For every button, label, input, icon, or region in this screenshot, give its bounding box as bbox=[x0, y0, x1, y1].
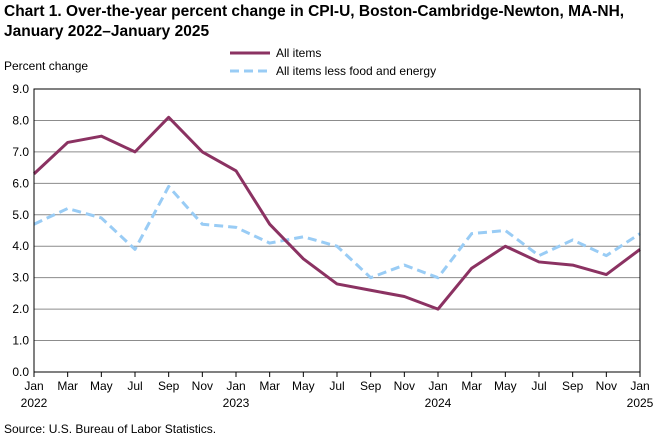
legend-label: All items less food and energy bbox=[276, 64, 436, 78]
x-tick-label: Nov bbox=[596, 379, 617, 393]
x-tick-label: Sep bbox=[562, 379, 584, 393]
x-tick-label: Nov bbox=[192, 379, 213, 393]
legend-label: All items bbox=[276, 46, 321, 60]
y-tick-label: 7.0 bbox=[12, 145, 29, 159]
x-tick-label: May bbox=[292, 379, 315, 393]
x-tick-label: Mar bbox=[57, 379, 78, 393]
x-tick-label: Jul bbox=[127, 379, 142, 393]
gridlines bbox=[34, 119, 640, 342]
y-tick-label: 5.0 bbox=[12, 208, 29, 222]
x-tick-year-label: 2025 bbox=[627, 396, 654, 410]
source-note: Source: U.S. Bureau of Labor Statistics. bbox=[4, 422, 217, 436]
y-axis-label: Percent change bbox=[4, 59, 89, 73]
y-tick-label: 3.0 bbox=[12, 271, 29, 285]
x-tick-label: May bbox=[494, 379, 517, 393]
y-tick-label: 8.0 bbox=[12, 113, 29, 127]
series-lines bbox=[32, 115, 641, 311]
plot-area-frame bbox=[33, 88, 641, 373]
x-tick-label: Jan bbox=[428, 379, 447, 393]
y-tick-label: 6.0 bbox=[12, 176, 29, 190]
y-tick-label: 0.0 bbox=[12, 365, 29, 379]
series-line-less-food-energy bbox=[33, 184, 641, 280]
x-tick-label: Jan bbox=[24, 379, 43, 393]
x-tick-label: Mar bbox=[259, 379, 280, 393]
x-tick-label: Jul bbox=[531, 379, 546, 393]
legend: All items All items less food and energy bbox=[230, 46, 436, 78]
x-tick-label: Mar bbox=[461, 379, 482, 393]
x-tick-label: May bbox=[90, 379, 113, 393]
x-tick-label: Sep bbox=[158, 379, 180, 393]
x-axis-ticks: Jan 2022 Mar May Jul Sep Nov Jan 2023 Mar May Jul Se… bbox=[21, 372, 654, 410]
y-tick-label: 4.0 bbox=[12, 239, 29, 253]
y-tick-label: 9.0 bbox=[12, 82, 29, 96]
y-tick-label: 1.0 bbox=[12, 334, 29, 348]
x-tick-label: Jan bbox=[226, 379, 245, 393]
y-axis-ticks: 0.0 1.0 2.0 3.0 4.0 5.0 6.0 7.0 8.0 9.0 bbox=[12, 82, 29, 379]
x-tick-label: Jul bbox=[329, 379, 344, 393]
x-tick-year-label: 2023 bbox=[223, 396, 250, 410]
x-tick-year-label: 2024 bbox=[425, 396, 452, 410]
chart-title: Chart 1. Over-the-year percent change in… bbox=[4, 3, 625, 40]
x-tick-year-label: 2022 bbox=[21, 396, 48, 410]
x-tick-label: Sep bbox=[360, 379, 382, 393]
x-tick-label: Nov bbox=[394, 379, 415, 393]
y-tick-label: 2.0 bbox=[12, 302, 29, 316]
series-line-all-items bbox=[32, 115, 641, 311]
x-tick-label: Jan bbox=[630, 379, 649, 393]
